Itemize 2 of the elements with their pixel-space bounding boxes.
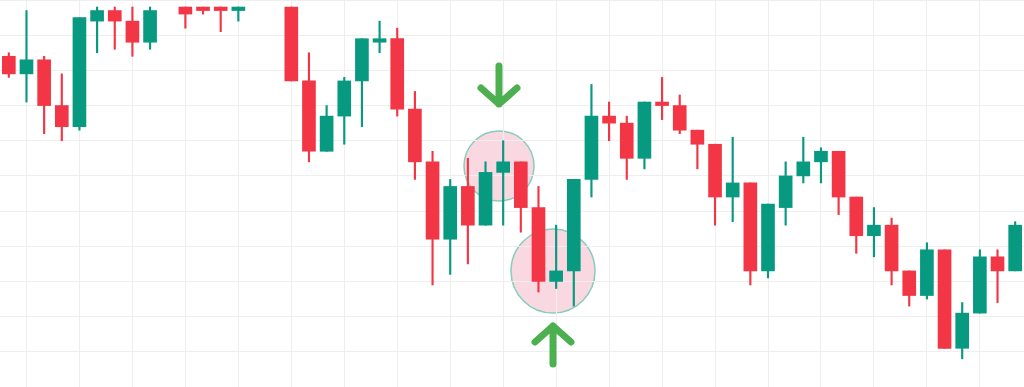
candlestick [19,10,34,103]
candlestick [990,249,1005,303]
